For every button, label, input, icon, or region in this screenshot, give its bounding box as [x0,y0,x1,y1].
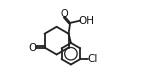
Text: OH: OH [78,16,94,26]
Text: O: O [29,43,37,53]
Text: O: O [60,9,68,19]
Text: Cl: Cl [87,54,98,64]
